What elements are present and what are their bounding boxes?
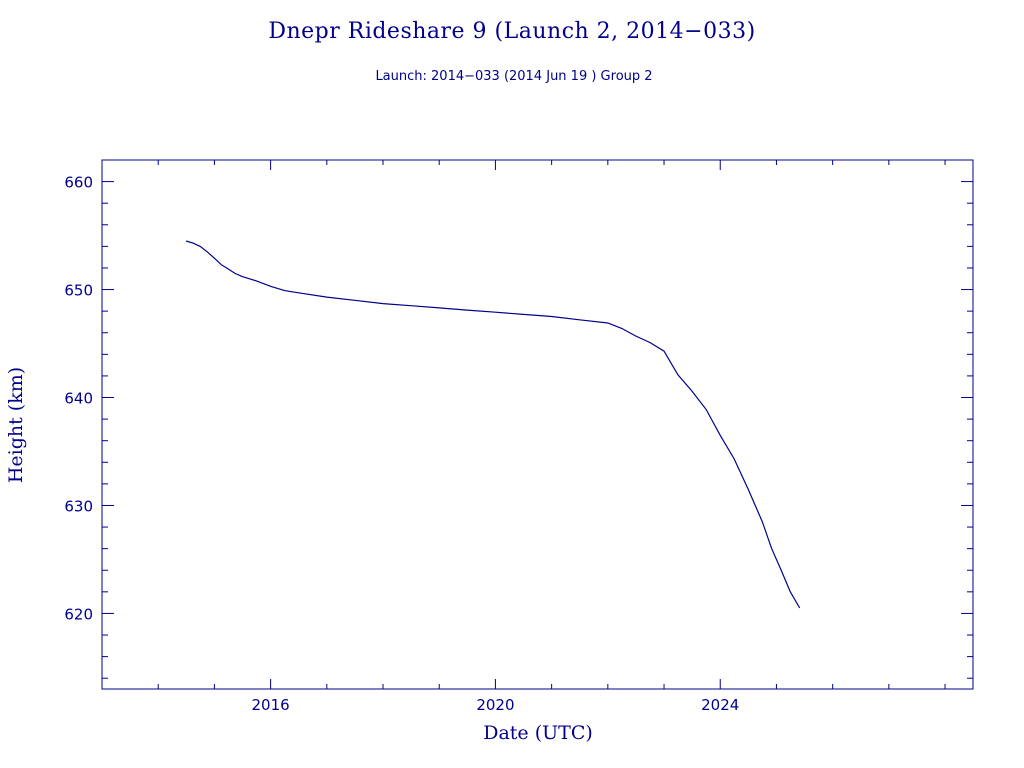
- y-tick-label: 660: [64, 174, 93, 192]
- tick-labels: 2016 2020 2024 620 630 640 650 660: [64, 174, 739, 714]
- y-tick-label: 640: [64, 390, 93, 408]
- y-tick-label: 650: [64, 282, 93, 300]
- axis-ticks: [101, 159, 973, 689]
- chart-subtitle: Launch: 2014−033 (2014 Jun 19 ) Group 2: [375, 69, 652, 84]
- series-line: [185, 240, 801, 609]
- y-tick-label: 620: [64, 605, 93, 623]
- x-tick-label: 2020: [476, 696, 514, 714]
- y-tick-label: 630: [64, 497, 93, 515]
- plot-frame: [101, 159, 974, 690]
- x-tick-label: 2016: [252, 696, 290, 714]
- chart-title: Dnepr Rideshare 9 (Launch 2, 2014−033): [268, 19, 755, 44]
- x-tick-label: 2024: [701, 696, 739, 714]
- y-axis-label: Height (km): [5, 367, 27, 483]
- x-axis-label: Date (UTC): [483, 722, 593, 744]
